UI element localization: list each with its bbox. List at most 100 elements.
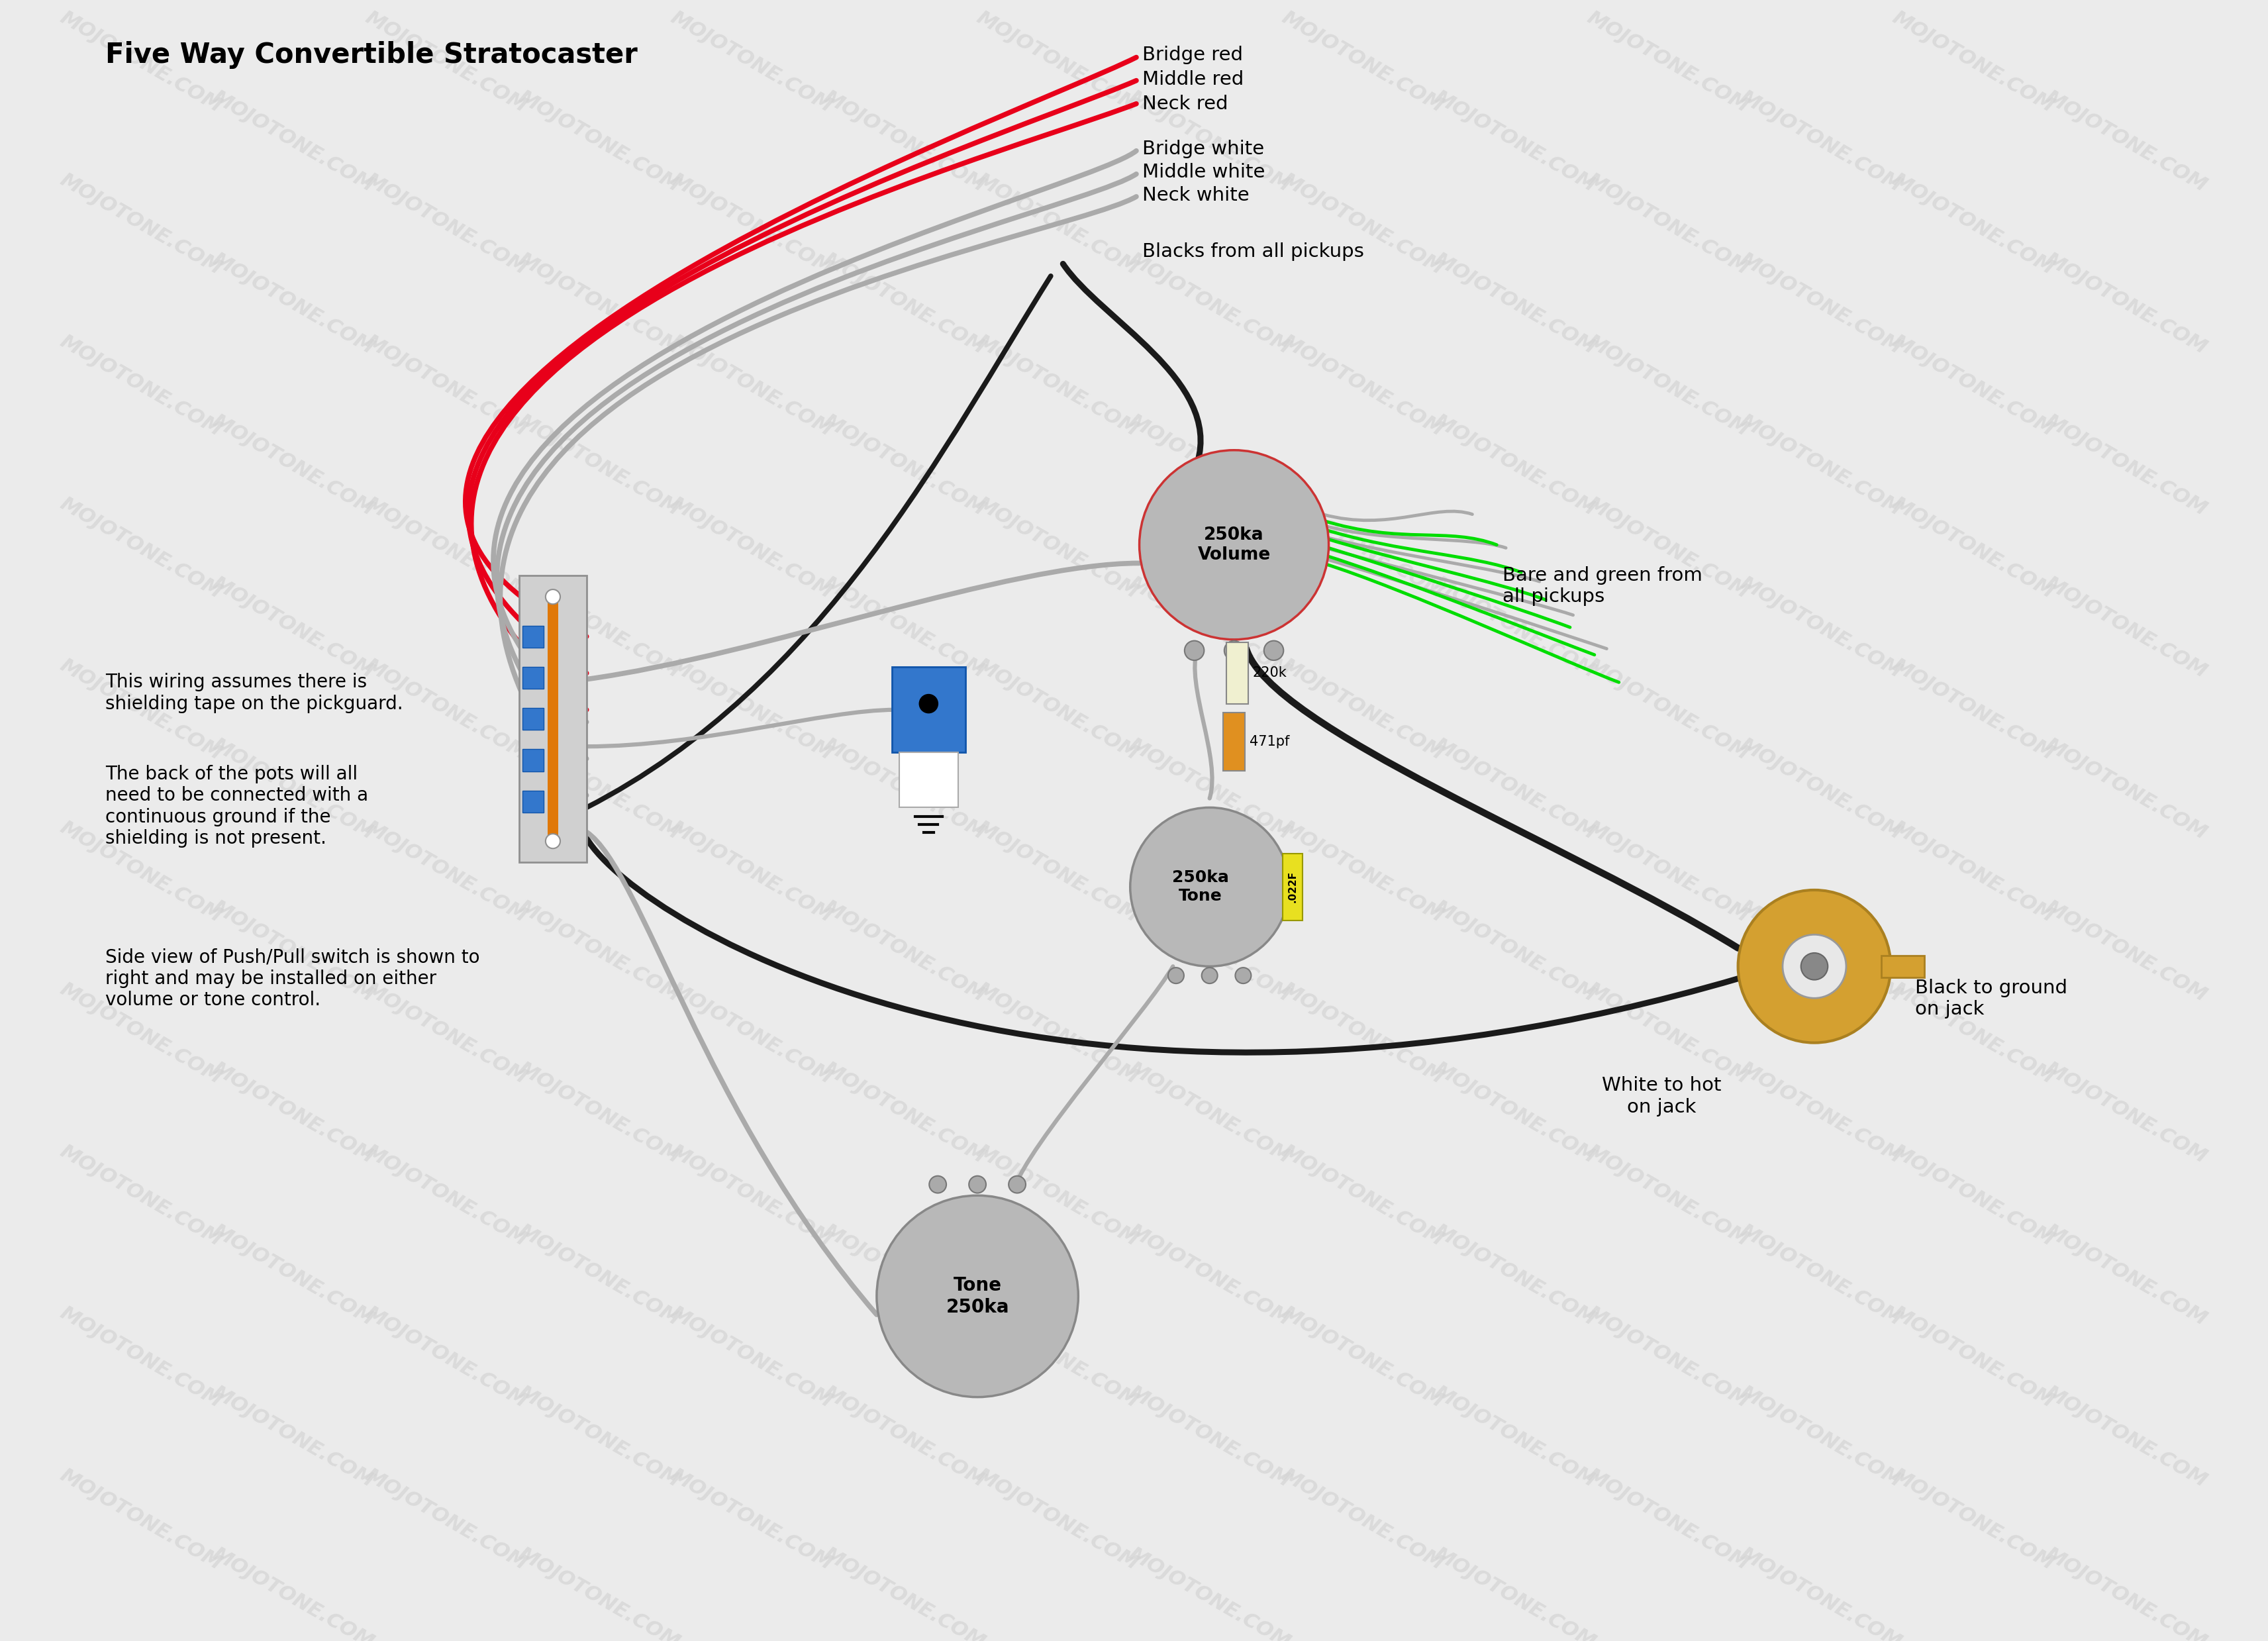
Text: MOJOTONE.COM: MOJOTONE.COM	[515, 1058, 683, 1167]
Text: MOJOTONE.COM: MOJOTONE.COM	[821, 412, 989, 520]
Text: MOJOTONE.COM: MOJOTONE.COM	[57, 494, 225, 602]
Text: MOJOTONE.COM: MOJOTONE.COM	[1125, 1383, 1293, 1492]
Text: MOJOTONE.COM: MOJOTONE.COM	[667, 171, 835, 279]
Text: MOJOTONE.COM: MOJOTONE.COM	[209, 573, 376, 681]
Text: MOJOTONE.COM: MOJOTONE.COM	[2041, 735, 2209, 843]
Text: MOJOTONE.COM: MOJOTONE.COM	[363, 1142, 531, 1249]
Text: MOJOTONE.COM: MOJOTONE.COM	[973, 331, 1141, 440]
Text: Middle red: Middle red	[1143, 71, 1243, 89]
Text: MOJOTONE.COM: MOJOTONE.COM	[821, 573, 989, 681]
Circle shape	[919, 694, 939, 714]
Circle shape	[968, 1177, 987, 1193]
Circle shape	[1225, 640, 1243, 660]
Text: MOJOTONE.COM: MOJOTONE.COM	[57, 1465, 225, 1574]
Text: MOJOTONE.COM: MOJOTONE.COM	[1889, 494, 2057, 602]
Text: MOJOTONE.COM: MOJOTONE.COM	[821, 1544, 989, 1641]
Text: MOJOTONE.COM: MOJOTONE.COM	[209, 249, 376, 358]
Text: MOJOTONE.COM: MOJOTONE.COM	[1125, 1058, 1293, 1167]
Bar	[547, 594, 558, 843]
Text: MOJOTONE.COM: MOJOTONE.COM	[1583, 817, 1751, 926]
Text: MOJOTONE.COM: MOJOTONE.COM	[57, 817, 225, 926]
Text: MOJOTONE.COM: MOJOTONE.COM	[515, 898, 683, 1006]
Text: MOJOTONE.COM: MOJOTONE.COM	[973, 8, 1141, 117]
Text: MOJOTONE.COM: MOJOTONE.COM	[1737, 1544, 1905, 1641]
Text: MOJOTONE.COM: MOJOTONE.COM	[1737, 1058, 1905, 1167]
Text: MOJOTONE.COM: MOJOTONE.COM	[1737, 573, 1905, 681]
Text: .022F: .022F	[1288, 871, 1297, 903]
Text: MOJOTONE.COM: MOJOTONE.COM	[973, 817, 1141, 926]
Bar	[1222, 712, 1245, 771]
Text: MOJOTONE.COM: MOJOTONE.COM	[821, 898, 989, 1006]
Text: MOJOTONE.COM: MOJOTONE.COM	[1737, 412, 1905, 520]
Text: MOJOTONE.COM: MOJOTONE.COM	[821, 1383, 989, 1492]
Text: MOJOTONE.COM: MOJOTONE.COM	[1431, 1544, 1599, 1641]
Text: MOJOTONE.COM: MOJOTONE.COM	[363, 331, 531, 440]
Text: MOJOTONE.COM: MOJOTONE.COM	[667, 8, 835, 117]
Text: MOJOTONE.COM: MOJOTONE.COM	[1737, 1221, 1905, 1329]
Text: MOJOTONE.COM: MOJOTONE.COM	[667, 656, 835, 765]
Text: The back of the pots will all
need to be connected with a
continuous ground if t: The back of the pots will all need to be…	[104, 765, 367, 848]
Text: MOJOTONE.COM: MOJOTONE.COM	[209, 1544, 376, 1641]
Text: MOJOTONE.COM: MOJOTONE.COM	[1431, 898, 1599, 1006]
Text: MOJOTONE.COM: MOJOTONE.COM	[515, 1544, 683, 1641]
Text: MOJOTONE.COM: MOJOTONE.COM	[1889, 8, 2057, 117]
Bar	[522, 625, 544, 648]
Circle shape	[547, 834, 560, 848]
Circle shape	[930, 1177, 946, 1193]
Text: MOJOTONE.COM: MOJOTONE.COM	[1279, 817, 1447, 926]
Text: 250ka
Volume: 250ka Volume	[1198, 527, 1270, 563]
Text: MOJOTONE.COM: MOJOTONE.COM	[515, 412, 683, 520]
Text: MOJOTONE.COM: MOJOTONE.COM	[1583, 980, 1751, 1088]
Text: MOJOTONE.COM: MOJOTONE.COM	[667, 817, 835, 926]
Text: 250ka
Tone: 250ka Tone	[1173, 870, 1229, 904]
Text: MOJOTONE.COM: MOJOTONE.COM	[1279, 494, 1447, 602]
Text: MOJOTONE.COM: MOJOTONE.COM	[1279, 1142, 1447, 1249]
Text: MOJOTONE.COM: MOJOTONE.COM	[1889, 817, 2057, 926]
Text: MOJOTONE.COM: MOJOTONE.COM	[2041, 1544, 2209, 1641]
Circle shape	[1783, 935, 1846, 998]
Circle shape	[1139, 450, 1329, 640]
Text: MOJOTONE.COM: MOJOTONE.COM	[57, 331, 225, 440]
Text: 220k: 220k	[1252, 666, 1286, 679]
Text: MOJOTONE.COM: MOJOTONE.COM	[515, 87, 683, 195]
Text: MOJOTONE.COM: MOJOTONE.COM	[2041, 1221, 2209, 1329]
Text: MOJOTONE.COM: MOJOTONE.COM	[821, 1058, 989, 1167]
Text: Black to ground
on jack: Black to ground on jack	[1914, 978, 2068, 1019]
Text: MOJOTONE.COM: MOJOTONE.COM	[57, 1142, 225, 1249]
Text: MOJOTONE.COM: MOJOTONE.COM	[1889, 1465, 2057, 1574]
Text: MOJOTONE.COM: MOJOTONE.COM	[1583, 1142, 1751, 1249]
Circle shape	[878, 1196, 1077, 1396]
Text: MOJOTONE.COM: MOJOTONE.COM	[973, 1465, 1141, 1574]
Text: Neck red: Neck red	[1143, 95, 1229, 113]
Text: MOJOTONE.COM: MOJOTONE.COM	[209, 735, 376, 843]
Text: MOJOTONE.COM: MOJOTONE.COM	[209, 1058, 376, 1167]
Text: MOJOTONE.COM: MOJOTONE.COM	[2041, 898, 2209, 1006]
Bar	[1284, 853, 1302, 921]
Text: MOJOTONE.COM: MOJOTONE.COM	[1583, 8, 1751, 117]
Bar	[522, 707, 544, 730]
Text: MOJOTONE.COM: MOJOTONE.COM	[363, 1303, 531, 1411]
Text: MOJOTONE.COM: MOJOTONE.COM	[1431, 735, 1599, 843]
Text: MOJOTONE.COM: MOJOTONE.COM	[57, 171, 225, 279]
Text: MOJOTONE.COM: MOJOTONE.COM	[1125, 898, 1293, 1006]
Text: 471pf: 471pf	[1250, 735, 1288, 748]
Text: MOJOTONE.COM: MOJOTONE.COM	[821, 735, 989, 843]
Text: MOJOTONE.COM: MOJOTONE.COM	[57, 8, 225, 117]
Text: White to hot
on jack: White to hot on jack	[1601, 1076, 1721, 1116]
Text: MOJOTONE.COM: MOJOTONE.COM	[1125, 249, 1293, 358]
Text: MOJOTONE.COM: MOJOTONE.COM	[209, 412, 376, 520]
Text: MOJOTONE.COM: MOJOTONE.COM	[2041, 1058, 2209, 1167]
Text: MOJOTONE.COM: MOJOTONE.COM	[363, 494, 531, 602]
Bar	[900, 753, 957, 807]
Text: MOJOTONE.COM: MOJOTONE.COM	[1431, 1058, 1599, 1167]
Text: MOJOTONE.COM: MOJOTONE.COM	[1279, 1465, 1447, 1574]
Text: MOJOTONE.COM: MOJOTONE.COM	[209, 898, 376, 1006]
Text: MOJOTONE.COM: MOJOTONE.COM	[1583, 1303, 1751, 1411]
Text: MOJOTONE.COM: MOJOTONE.COM	[1889, 980, 2057, 1088]
Text: MOJOTONE.COM: MOJOTONE.COM	[1737, 87, 1905, 195]
Text: MOJOTONE.COM: MOJOTONE.COM	[1125, 412, 1293, 520]
Text: MOJOTONE.COM: MOJOTONE.COM	[1279, 331, 1447, 440]
Bar	[522, 666, 544, 689]
Text: MOJOTONE.COM: MOJOTONE.COM	[515, 735, 683, 843]
Text: Bridge white: Bridge white	[1143, 139, 1263, 158]
